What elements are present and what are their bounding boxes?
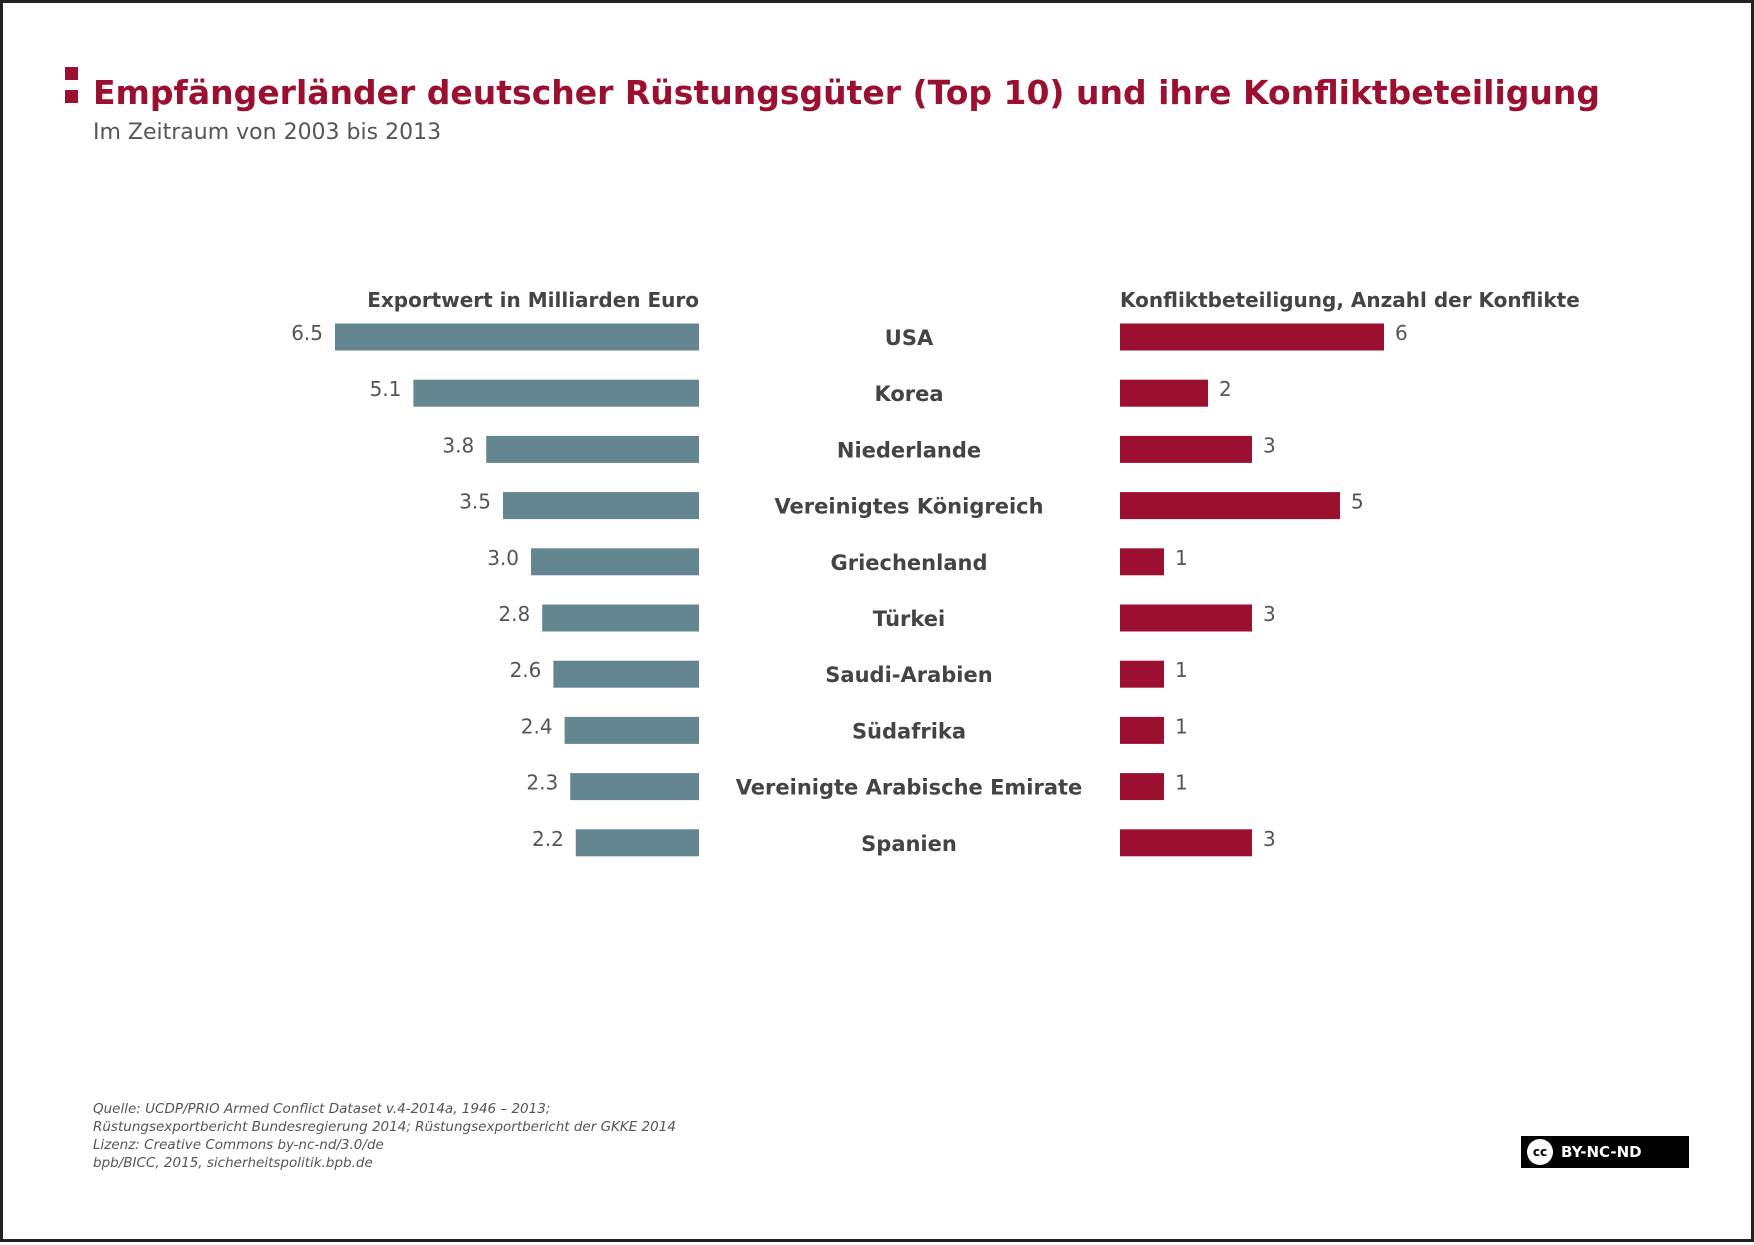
conflict-bar (1120, 548, 1164, 576)
category-label: Türkei (873, 607, 945, 631)
conflict-bar (1120, 492, 1340, 520)
conflict-value-label: 1 (1175, 771, 1188, 795)
export-value-label: 3.0 (487, 546, 519, 570)
category-label: Niederlande (837, 438, 981, 462)
category-label: Griechenland (831, 551, 988, 575)
footer-line: bpb/BICC, 2015, sicherheitspolitik.bpb.d… (93, 1155, 373, 1171)
conflict-value-label: 2 (1219, 377, 1232, 401)
export-value-label: 2.4 (521, 714, 553, 738)
export-bar (570, 773, 699, 801)
export-bar (335, 323, 699, 351)
conflict-bar (1120, 773, 1164, 801)
license-badge: cc BY-NC-ND (1521, 1136, 1689, 1168)
conflict-value-label: 1 (1175, 714, 1188, 738)
category-label: USA (885, 326, 934, 350)
export-bar (542, 604, 699, 632)
category-label: Vereinigte Arabische Emirate (736, 776, 1083, 800)
export-bar (553, 660, 699, 688)
cc-icon: cc (1527, 1139, 1553, 1165)
export-bar (531, 548, 699, 576)
export-bar (503, 492, 699, 520)
conflict-value-label: 3 (1263, 602, 1276, 626)
export-value-label: 3.8 (442, 433, 474, 457)
conflict-value-label: 3 (1263, 433, 1276, 457)
conflict-value-label: 1 (1175, 546, 1188, 570)
chart-title: Empfängerländer deutscher Rüstungsgüter … (93, 73, 1601, 112)
export-value-label: 2.2 (532, 827, 564, 851)
export-bar (413, 379, 699, 407)
source-footer: Quelle: UCDP/PRIO Armed Conflict Dataset… (93, 1100, 676, 1172)
conflict-value-label: 6 (1395, 321, 1408, 345)
footer-line: Quelle: UCDP/PRIO Armed Conflict Dataset… (93, 1101, 551, 1117)
conflict-value-label: 5 (1351, 490, 1364, 514)
conflict-bar (1120, 660, 1164, 688)
conflict-value-label: 1 (1175, 658, 1188, 682)
conflict-bar (1120, 323, 1384, 351)
title-marker (65, 67, 79, 113)
export-bar (575, 829, 699, 857)
export-value-label: 6.5 (291, 321, 323, 345)
export-bar (486, 435, 699, 463)
conflict-bar (1120, 716, 1164, 744)
conflict-bar (1120, 829, 1252, 857)
chart-canvas: Exportwert in Milliarden Euro Konfliktbet… (291, 288, 1580, 857)
export-value-label: 2.6 (510, 658, 542, 682)
chart-subtitle: Im Zeitraum von 2003 bis 2013 (93, 120, 442, 145)
conflict-bar (1120, 379, 1208, 407)
export-value-label: 2.3 (526, 771, 558, 795)
left-axis-label: Exportwert in Milliarden Euro (367, 288, 699, 312)
category-label: Saudi-Arabien (825, 663, 992, 687)
export-value-label: 5.1 (370, 377, 402, 401)
category-label: Vereinigtes Königreich (774, 495, 1043, 519)
conflict-value-label: 3 (1263, 827, 1276, 851)
export-value-label: 2.8 (498, 602, 530, 626)
category-label: Spanien (861, 832, 957, 856)
footer-line: Lizenz: Creative Commons by-nc-nd/3.0/de (93, 1137, 384, 1153)
right-axis-label: Konfliktbeteiligung, Anzahl der Konflikt… (1120, 288, 1580, 312)
footer-line: Rüstungsexportbericht Bundesregierung 20… (93, 1119, 676, 1135)
category-label: Südafrika (852, 719, 966, 743)
export-bar (564, 716, 699, 744)
conflict-bar (1120, 435, 1252, 463)
export-value-label: 3.5 (459, 490, 491, 514)
license-text: BY-NC-ND (1561, 1143, 1642, 1161)
conflict-bar (1120, 604, 1252, 632)
category-label: Korea (874, 382, 943, 406)
